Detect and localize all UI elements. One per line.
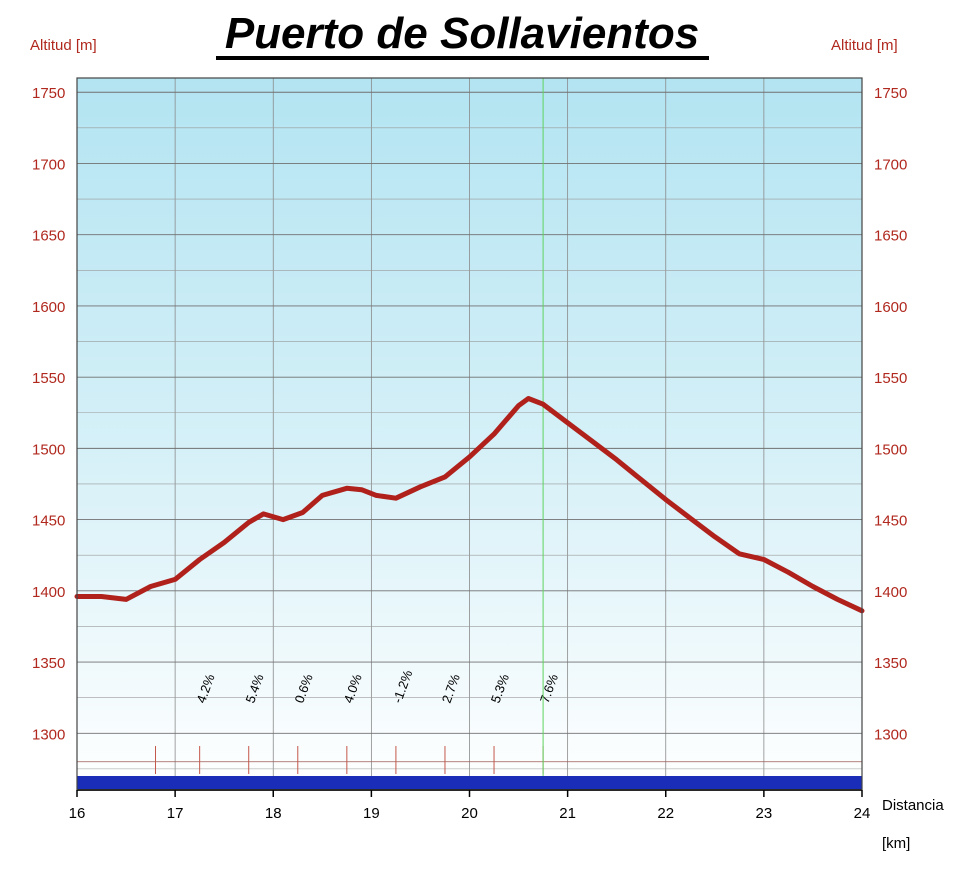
profile-point: [320, 493, 324, 497]
profile-point: [301, 511, 305, 514]
y-tick-label-right: 1500: [874, 441, 907, 458]
profile-point: [394, 496, 398, 500]
profile-point: [664, 498, 668, 502]
y-tick-label-left: 1350: [32, 655, 65, 672]
profile-point: [639, 478, 643, 482]
profile-point: [261, 512, 265, 516]
y-tick-label-left: 1400: [32, 584, 65, 601]
chart-title-underline: [216, 56, 709, 60]
x-tick-label: 19: [363, 805, 380, 822]
y-tick-label-left: 1650: [32, 228, 65, 245]
profile-point: [345, 486, 349, 490]
y-tick-label-right: 1700: [874, 156, 907, 173]
x-tick-label: 22: [657, 805, 674, 822]
profile-point: [374, 493, 378, 497]
y-ticks-right: 1300 1350 1400 1450 1500 1550 1600 1650 1700 1750: [874, 85, 907, 743]
profile-point: [360, 488, 364, 492]
profile-point: [468, 455, 471, 459]
profile-point: [566, 421, 570, 425]
y-tick-label-left: 1550: [32, 370, 65, 387]
x-tick-label: 16: [69, 805, 86, 822]
x-ticks: 16 17 18 19 20 21 22 23 24: [69, 790, 871, 822]
y-tick-label-right: 1400: [874, 584, 907, 601]
profile-point: [149, 585, 153, 588]
profile-point: [786, 570, 790, 574]
x-tick-label: 17: [167, 805, 184, 822]
y-tick-label-left: 1750: [32, 85, 65, 102]
chart-title: Puerto de Sollavientos: [225, 9, 699, 58]
profile-point: [590, 439, 594, 443]
y-tick-label-right: 1750: [874, 85, 907, 102]
profile-point: [762, 558, 766, 561]
profile-point: [443, 475, 447, 479]
y-tick-label-left: 1600: [32, 299, 65, 316]
x-tick-label: 24: [854, 805, 871, 822]
x-axis-unit: [km]: [882, 835, 910, 852]
y-tick-label-left: 1500: [32, 441, 65, 458]
profile-point: [198, 558, 202, 561]
profile-point: [836, 597, 839, 601]
y-tick-label-left: 1300: [32, 726, 65, 743]
profile-point: [541, 402, 545, 406]
profile-point: [811, 585, 815, 588]
profile-point: [615, 458, 619, 462]
profile-point: [713, 535, 717, 539]
series-layer: [74, 396, 865, 614]
x-tick-label: 21: [559, 805, 576, 822]
profile-point: [418, 485, 422, 489]
profile-point: [526, 397, 530, 400]
x-tick-label: 23: [756, 805, 773, 822]
y-axis-label-right: Altitud [m]: [831, 37, 898, 54]
profile-point: [492, 432, 496, 436]
y-tick-label-right: 1450: [874, 513, 907, 530]
y-axis-label-left: Altitud [m]: [30, 37, 97, 54]
y-tick-label-right: 1650: [874, 228, 907, 245]
profile-point: [247, 520, 251, 524]
x-tick-label: 20: [461, 805, 478, 822]
profile-point: [281, 518, 285, 522]
y-tick-label-right: 1350: [874, 655, 907, 672]
y-tick-label-left: 1700: [32, 156, 65, 173]
y-ticks-left: 1300 1350 1400 1450 1500 1550 1600 1650 1700 1750: [32, 85, 65, 743]
y-tick-label-right: 1550: [874, 370, 907, 387]
profile-point: [688, 516, 692, 520]
profile-point: [124, 597, 128, 601]
y-tick-label-left: 1450: [32, 513, 65, 530]
profile-point: [737, 552, 741, 556]
profile-point: [173, 577, 177, 581]
elevation-profile-line: [74, 396, 865, 614]
y-tick-label-right: 1600: [874, 299, 907, 316]
x-tick-label: 18: [265, 805, 282, 822]
x-axis-label: Distancia: [882, 797, 944, 814]
profile-point: [517, 404, 521, 408]
profile-point: [222, 540, 226, 544]
y-tick-label-right: 1300: [874, 726, 907, 743]
base-band: [77, 776, 862, 790]
profile-point: [100, 595, 103, 598]
